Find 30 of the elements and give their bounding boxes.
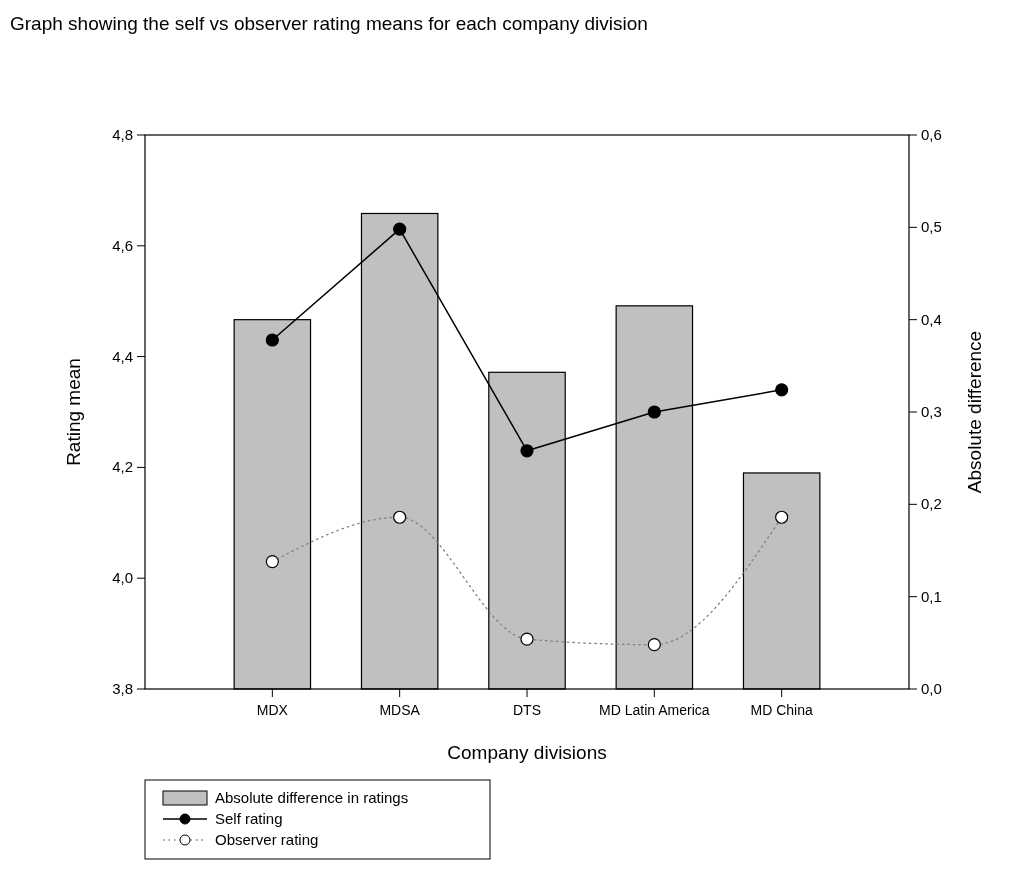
y-tick-label: 3,8 [112,680,133,697]
point [775,383,789,397]
y-tick-label: 4,2 [112,458,133,476]
y-tick-label: 4,8 [112,126,133,143]
y2-tick-label: 0,5 [921,218,942,236]
y2-tick-label: 0,3 [921,403,942,420]
x-tick-label: DTS [513,702,541,718]
point [647,405,661,419]
chart-title: Graph showing the self vs observer rating means for each company division [10,13,648,34]
legend-label: Observer rating [215,831,319,848]
x-tick-label: MD China [750,702,813,718]
legend-label: Self rating [215,810,283,827]
x-tick-label: MDSA [379,702,421,718]
point [520,444,534,458]
y2-tick-label: 0,2 [921,495,942,513]
point [393,222,407,236]
x-axis-title: Company divisions [447,742,607,763]
y-tick-label: 4,6 [112,236,133,254]
x-tick-label: MD Latin America [599,702,710,718]
y-tick-label: 4,0 [112,569,133,587]
y2-tick-label: 0,0 [921,680,942,697]
y-axis-title: Rating mean [63,358,84,466]
point [265,333,279,347]
y2-tick-label: 0,4 [921,310,942,328]
x-tick-label: MDX [256,702,289,718]
legend-label: Absolute difference in ratings [215,789,409,806]
y-tick-label: 4,4 [112,347,133,365]
y2-axis-title: Absolute difference [964,330,985,494]
y2-tick-label: 0,1 [921,587,942,605]
y2-tick-label: 0,6 [921,126,942,143]
